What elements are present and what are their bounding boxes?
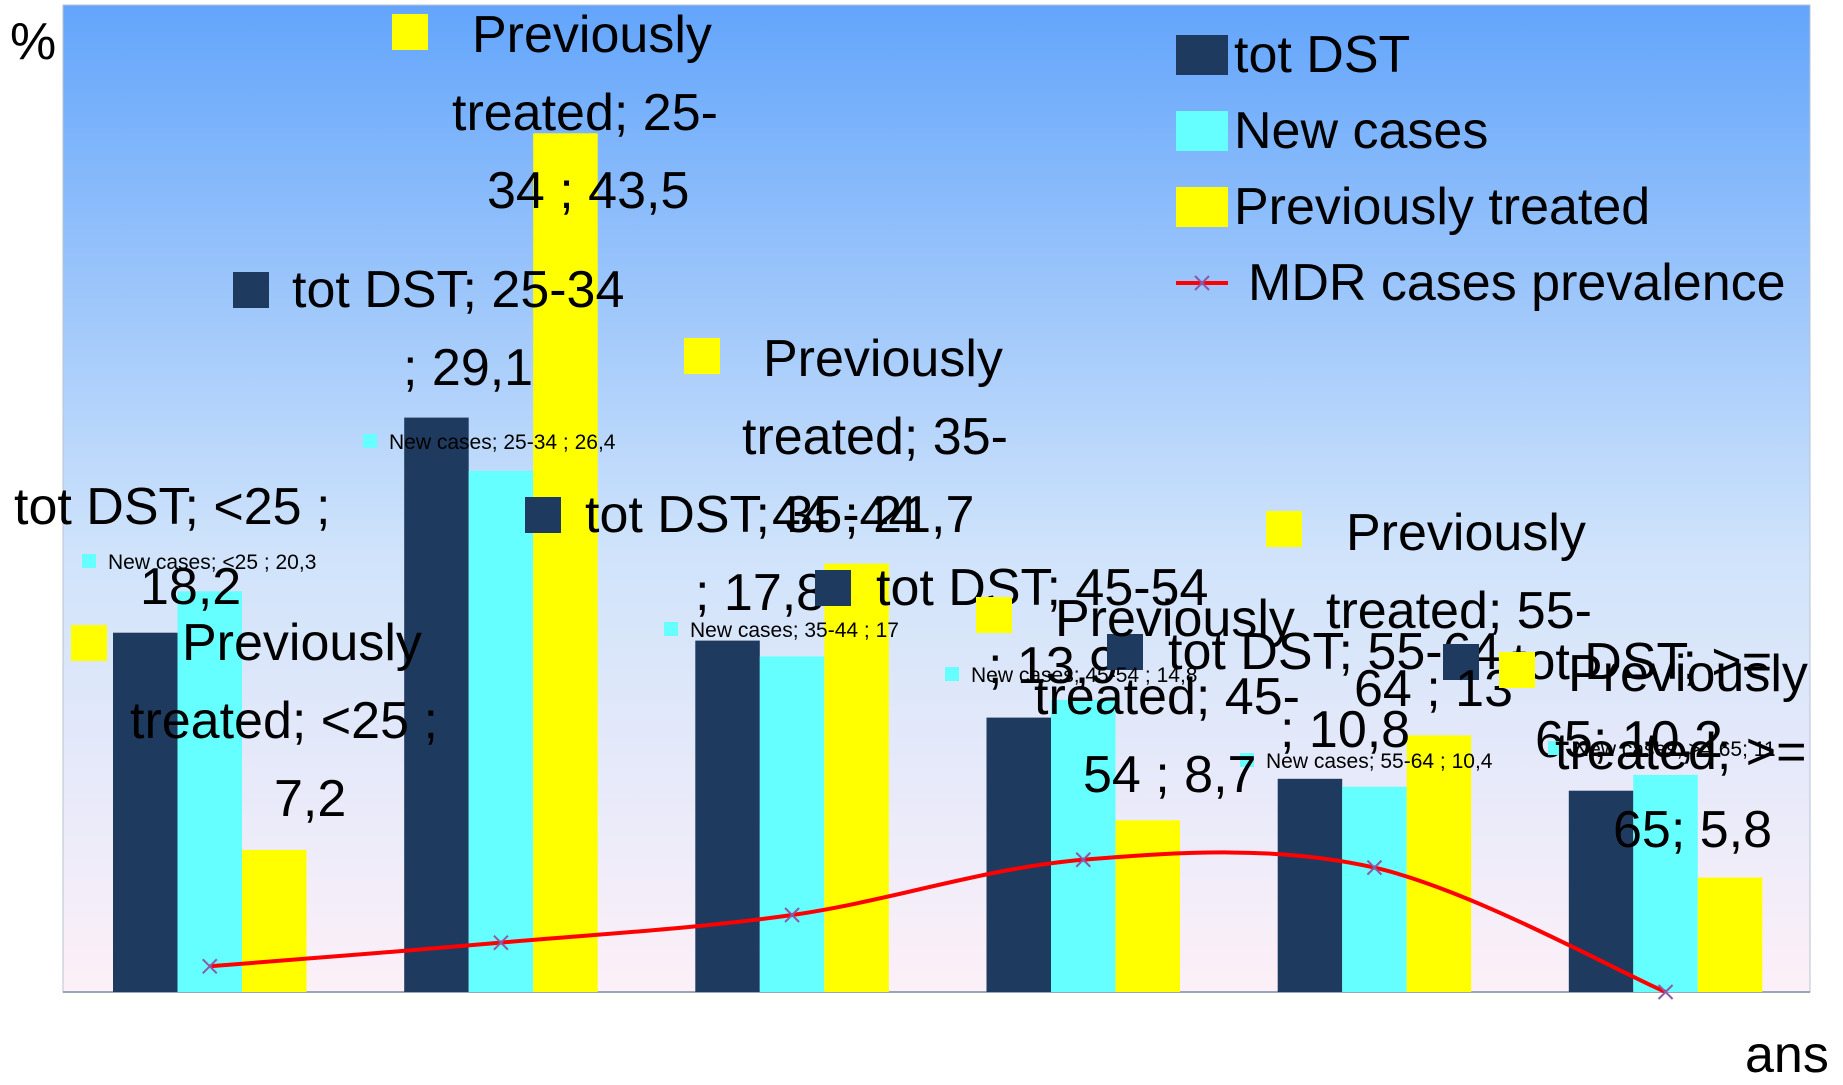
data-label-key-tot-dst-4 [815,570,851,606]
data-label-tot-dst-2-line2: ; 29,1 [403,339,533,397]
bar-new-cases-35-44 [759,656,825,992]
bar-tot-dst-55-64 [1277,778,1343,992]
legend-swatch-previously-treated [1176,187,1228,227]
point-mdr-55-64 [1366,859,1383,876]
legend-label-new-cases: New cases [1234,102,1488,160]
bar-previously-treated-45-54 [1115,820,1180,992]
data-label-prev-treated-3-line3: 44 ; 21,7 [772,486,974,544]
plot-background [62,4,1811,993]
legend-label-tot-dst: tot DST [1234,26,1410,84]
data-label-prev-treated-4-line2: treated; 45- [1034,668,1300,726]
data-label-new-cases-5: New cases; 55-64 ; 10,4 [1266,750,1493,773]
data-label-tot-dst-3-line1: tot DST; 35-44 [585,486,917,544]
legend-swatch-new-cases [1176,111,1228,151]
data-label-key-new-cases-3 [664,622,678,636]
data-label-prev-treated-6-line3: 65; 5,8 [1613,801,1772,859]
data-label-key-tot-dst-2 [233,272,269,308]
data-label-key-new-cases-1 [82,554,96,568]
data-label-key-new-cases-5 [1240,753,1254,767]
legend-item-tot-dst: tot DST [1176,26,1410,84]
bar-previously-treated-25-34 [533,133,598,993]
bar-new-cases-55-64 [1342,786,1407,992]
data-label-key-prev-treated-3 [684,338,720,374]
x-axis-label: ans [1745,1026,1829,1084]
legend-swatch-tot-dst [1176,35,1228,75]
y-axis-label: % [10,13,57,71]
data-label-key-prev-treated-4 [976,597,1012,633]
data-label-key-prev-treated-1 [71,625,107,661]
data-label-key-tot-dst-6 [1443,644,1479,680]
data-label-tot-dst-4-line1: tot DST; 45-54 [876,559,1208,617]
data-label-tot-dst-1-line1: tot DST; <25 ; [14,478,331,536]
data-label-prev-treated-3-line2: treated; 35- [742,408,1008,466]
legend-label-mdr-cases-prevalence: MDR cases prevalence [1248,254,1786,312]
data-label-prev-treated-1-line1: Previously [182,614,422,672]
bar-new-cases-45-54 [1051,699,1116,992]
data-label-key-new-cases-6 [1548,741,1562,755]
data-label-prev-treated-3-line1: Previously [763,330,1003,388]
bar-new-cases-25 [177,591,242,992]
legend-item-new-cases: New cases [1176,102,1488,160]
bar-tot-dst-35-44 [695,640,760,992]
bar-new-cases-25-34 [468,470,534,992]
data-label-tot-dst-2-line1: tot DST; 25-34 [292,261,624,319]
data-label-prev-treated-4-line3: 54 ; 8,7 [1083,746,1256,804]
bar-previously-treated-35-44 [824,563,889,992]
data-label-tot-dst-1-line2: 18,2 [140,558,241,616]
data-label-key-new-cases-2 [363,434,377,448]
bar-tot-dst-25-34 [404,417,469,993]
bar-tot-dst-45-54 [986,717,1051,992]
data-label-key-prev-treated-2 [392,14,428,50]
bar-previously-treated-55-64 [1406,735,1472,992]
data-label-prev-treated-5-line1: Previously [1346,504,1586,562]
data-label-prev-treated-4-line1: Previously [1055,590,1295,648]
data-label-tot-dst-6-line2: 65; 10,2 [1535,711,1723,769]
data-label-prev-treated-6-line2: treated; >= [1555,723,1807,781]
bar-tot-dst-65 [1568,790,1634,992]
line-mdr-cases-prevalence [209,850,1667,994]
bar-previously-treated-25 [242,849,307,992]
data-label-prev-treated-5-line2: treated; 55- [1326,582,1592,640]
data-label-prev-treated-2-line1: Previously [472,6,712,64]
data-label-prev-treated-6-line1: Previously [1568,645,1808,703]
point-mdr-35-44 [784,907,800,923]
legend-swatch-mdr-cases-prevalence [1176,275,1228,291]
legend: tot DST New cases Previously treated MDR ca… [1176,26,1786,312]
data-label-key-tot-dst-3 [525,497,561,533]
data-label-key-prev-treated-5 [1266,511,1302,547]
legend-item-previously-treated: Previously treated [1176,178,1650,236]
data-label-new-cases-6: New cases; >= 65; 11 [1574,738,1776,761]
data-label-new-cases-4: New cases; 45-54 ; 14,8 [971,664,1197,687]
point-mdr-25-34 [493,934,509,951]
data-label-key-new-cases-4 [945,667,959,681]
bar-tot-dst-25 [113,632,178,992]
bar-new-cases-65 [1633,774,1698,992]
legend-label-previously-treated: Previously treated [1234,178,1650,236]
data-label-new-cases-3: New cases; 35-44 ; 17 [690,619,899,642]
data-label-prev-treated-2-line3: 34 ; 43,5 [487,162,689,220]
bar-previously-treated-65 [1697,877,1763,992]
data-label-prev-treated-2-line2: treated; 25- [452,84,718,142]
point-mdr-65 [1657,984,1674,1000]
data-label-key-tot-dst-5 [1107,634,1143,670]
data-label-new-cases-1: New cases; <25 ; 20,3 [108,551,316,574]
data-label-prev-treated-1-line2: treated; <25 ; [130,692,438,750]
data-label-tot-dst-6-line1: tot DST; >= [1512,633,1772,691]
data-label-new-cases-2: New cases; 25-34 ; 26,4 [389,431,616,454]
data-label-prev-treated-1-line3: 7,2 [274,770,346,828]
legend-item-mdr-cases-prevalence: MDR cases prevalence [1176,254,1786,312]
data-label-prev-treated-5-line3: 64 ; 13 [1354,660,1513,718]
data-label-key-prev-treated-6 [1499,652,1535,688]
data-label-tot-dst-4-line2: ; 13,9 [988,637,1118,695]
data-label-tot-dst-5-line2: ; 10,8 [1280,701,1410,759]
point-mdr-25 [202,958,218,975]
point-mdr-45-54 [1075,852,1091,868]
data-label-tot-dst-3-line2: ; 17,8 [695,564,825,622]
